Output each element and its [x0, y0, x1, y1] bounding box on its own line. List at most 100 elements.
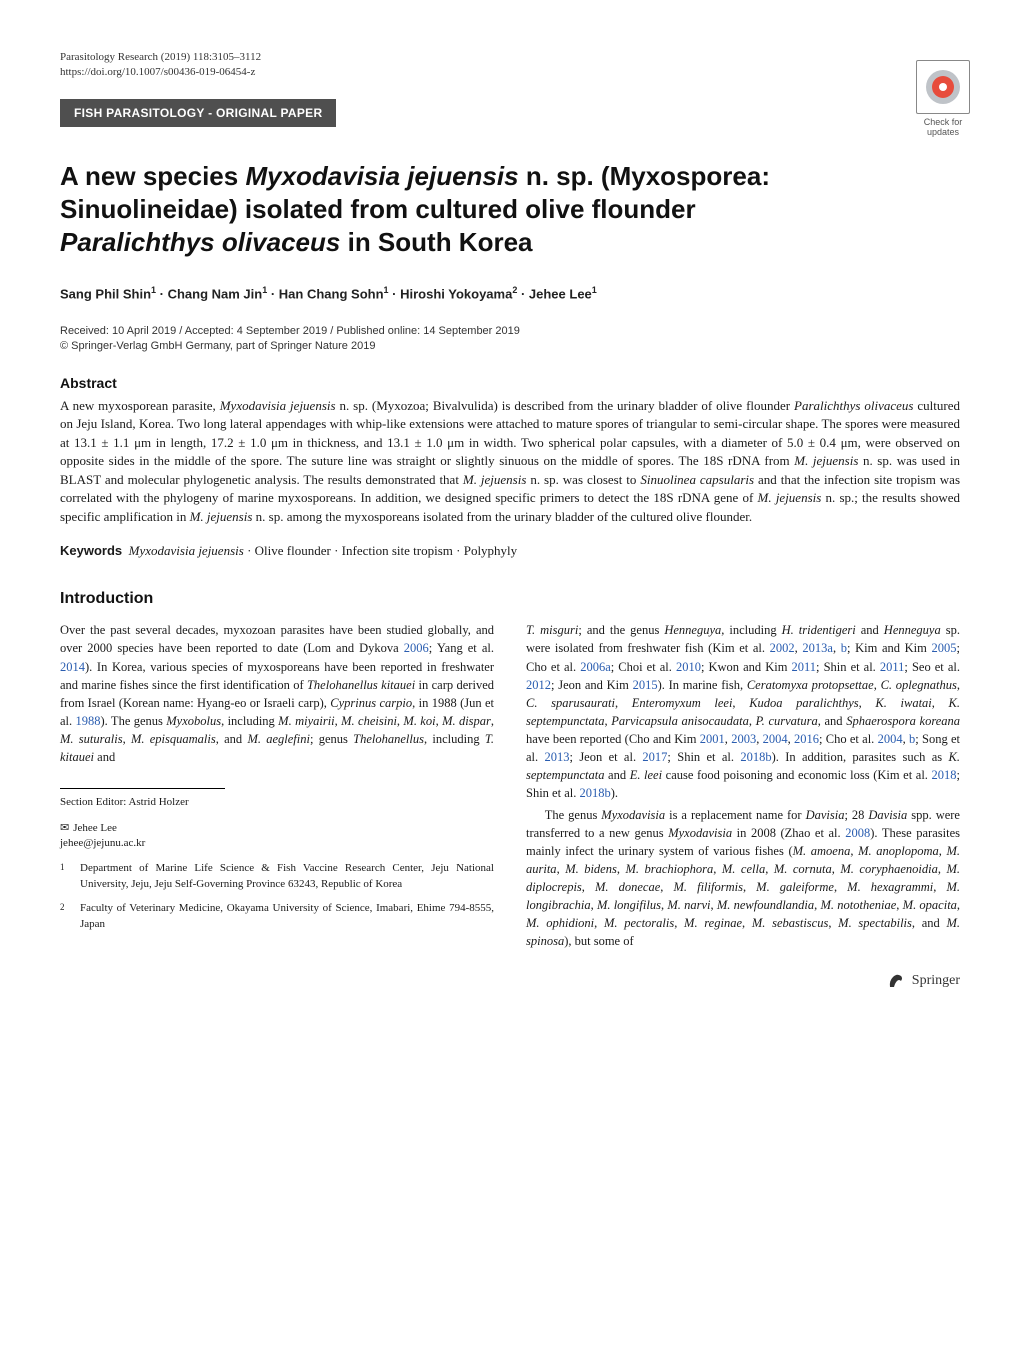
corresponding-author: ✉Jehee Lee jehee@jejunu.ac.kr — [60, 821, 494, 851]
citation-year[interactable]: 2004 — [763, 732, 788, 746]
journal-doi[interactable]: https://doi.org/10.1007/s00436-019-06454… — [60, 65, 336, 80]
sep: , — [933, 880, 946, 894]
txt: ; Kim and Kim — [847, 641, 932, 655]
author-5: Jehee Lee — [529, 286, 592, 301]
citation-year[interactable]: 2001 — [700, 732, 725, 746]
citation-year[interactable]: 2012 — [526, 678, 551, 692]
txt: ). The genus — [101, 714, 167, 728]
citation-year[interactable]: 2013 — [545, 750, 570, 764]
txt: ; Jeon and Kim — [551, 678, 633, 692]
keywords-label: Keywords — [60, 543, 122, 558]
sep: , — [957, 678, 960, 692]
species: M. ophidioni — [526, 916, 594, 930]
citation-year[interactable]: 2013a — [802, 641, 833, 655]
species: C. oplegnathus — [881, 678, 957, 692]
species: Thelohanellus kitauei — [307, 678, 415, 692]
sep: , — [674, 916, 684, 930]
citation-year[interactable]: 2003 — [731, 732, 756, 746]
sep: , — [850, 844, 858, 858]
aff-num: 1 — [60, 861, 70, 893]
intro-paragraph-left: Over the past several decades, myxozoan … — [60, 621, 494, 766]
article-title: A new species Myxodavisia jejuensis n. s… — [60, 160, 852, 260]
title-species-1: Myxodavisia jejuensis — [245, 161, 518, 191]
txt: ; genus — [310, 732, 353, 746]
section-band: FISH PARASITOLOGY - ORIGINAL PAPER — [60, 99, 336, 127]
sep: , — [742, 916, 752, 930]
species: M. hexagrammi — [847, 880, 933, 894]
abs-t: n. sp. (Myxozoa; Bivalvulida) is describ… — [336, 398, 794, 413]
species: M. amoena — [793, 844, 851, 858]
citation-year[interactable]: 1988 — [76, 714, 101, 728]
citation-year[interactable]: 2008 — [845, 826, 870, 840]
intro-paragraph-right-2: The genus Myxodavisia is a replacement n… — [526, 806, 960, 951]
check-updates-badge[interactable]: Check for updates — [916, 60, 970, 138]
author-5-sup: 1 — [592, 285, 597, 295]
citation-year[interactable]: 2018b — [740, 750, 771, 764]
abstract-text: A new myxosporean parasite, Myxodavisia … — [60, 397, 960, 526]
species: Enteromyxum leei — [632, 696, 733, 710]
keyword-4: Polyphyly — [464, 543, 517, 558]
abs-t: A new myxosporean parasite, — [60, 398, 220, 413]
sep: , — [834, 880, 847, 894]
species: M. cornuta — [774, 862, 832, 876]
citation-year[interactable]: 2004 — [878, 732, 903, 746]
txt: cause food poisoning and economic loss (… — [662, 768, 931, 782]
keyword-1: Myxodavisia jejuensis — [129, 543, 244, 558]
citation-year[interactable]: 2011 — [880, 660, 905, 674]
springer-logo: Springer — [526, 971, 960, 991]
springer-horse-icon — [886, 971, 906, 991]
species: M. episquamalis — [131, 732, 216, 746]
citation-year[interactable]: 2014 — [60, 660, 85, 674]
citation-year[interactable]: 2006 — [404, 641, 429, 655]
author-4: Hiroshi Yokoyama — [400, 286, 512, 301]
citation-year[interactable]: 2002 — [770, 641, 795, 655]
species: M. koi — [403, 714, 435, 728]
footer-rule — [60, 788, 225, 789]
title-text-1: A new species — [60, 161, 245, 191]
species: M. newfoundlandia — [717, 898, 814, 912]
citation-year[interactable]: 2016 — [794, 732, 819, 746]
author-sep: · — [156, 286, 168, 301]
species: H. tridentigeri — [782, 623, 856, 637]
genus: Thelohanellus — [353, 732, 424, 746]
author-2: Chang Nam Jin — [168, 286, 263, 301]
springer-text: Springer — [912, 971, 960, 991]
txt: , including — [221, 714, 278, 728]
aff-text: Faculty of Veterinary Medicine, Okayama … — [80, 901, 494, 933]
affiliations: 1 Department of Marine Life Science & Fi… — [60, 861, 494, 933]
citation-year[interactable]: 2018b — [579, 786, 610, 800]
txt: , including — [424, 732, 485, 746]
species: E. leei — [630, 768, 662, 782]
species: M. sebastiscus — [752, 916, 829, 930]
citation-year[interactable]: 2006a — [580, 660, 611, 674]
citation-year[interactable]: 2018 — [932, 768, 957, 782]
species: Sphaerospora koreana — [846, 714, 960, 728]
citation-year[interactable]: 2010 — [676, 660, 701, 674]
species: M. spectabilis — [838, 916, 912, 930]
species: Kudoa paralichthys — [749, 696, 858, 710]
abs-i: Sinuolinea capsularis — [640, 472, 754, 487]
species: Ceratomyxa protopsettae — [747, 678, 874, 692]
txt: is a replacement name for — [665, 808, 805, 822]
abs-i: M. jejuensis — [758, 490, 822, 505]
corr-email[interactable]: jehee@jejunu.ac.kr — [60, 837, 145, 849]
species: M. pectoralis — [604, 916, 674, 930]
comma: , — [123, 732, 131, 746]
author-sep: · — [389, 286, 401, 301]
citation-year[interactable]: 2005 — [932, 641, 957, 655]
abs-i: Myxodavisia jejuensis — [220, 398, 336, 413]
kw-sep: · — [331, 543, 342, 558]
journal-block: Parasitology Research (2019) 118:3105–31… — [60, 50, 336, 127]
txt: ; 28 — [844, 808, 868, 822]
species: M. filiformis — [673, 880, 742, 894]
keyword-2: Olive flounder — [255, 543, 331, 558]
affiliation-2: 2 Faculty of Veterinary Medicine, Okayam… — [60, 901, 494, 933]
citation-year[interactable]: 2015 — [633, 678, 658, 692]
sep: , — [833, 641, 841, 655]
txt: ; Shin et al. — [667, 750, 740, 764]
check-updates-square — [916, 60, 970, 114]
citation-year[interactable]: 2011 — [792, 660, 817, 674]
journal-citation: Parasitology Research (2019) 118:3105–31… — [60, 50, 336, 65]
sep: , — [743, 880, 756, 894]
citation-year[interactable]: 2017 — [642, 750, 667, 764]
